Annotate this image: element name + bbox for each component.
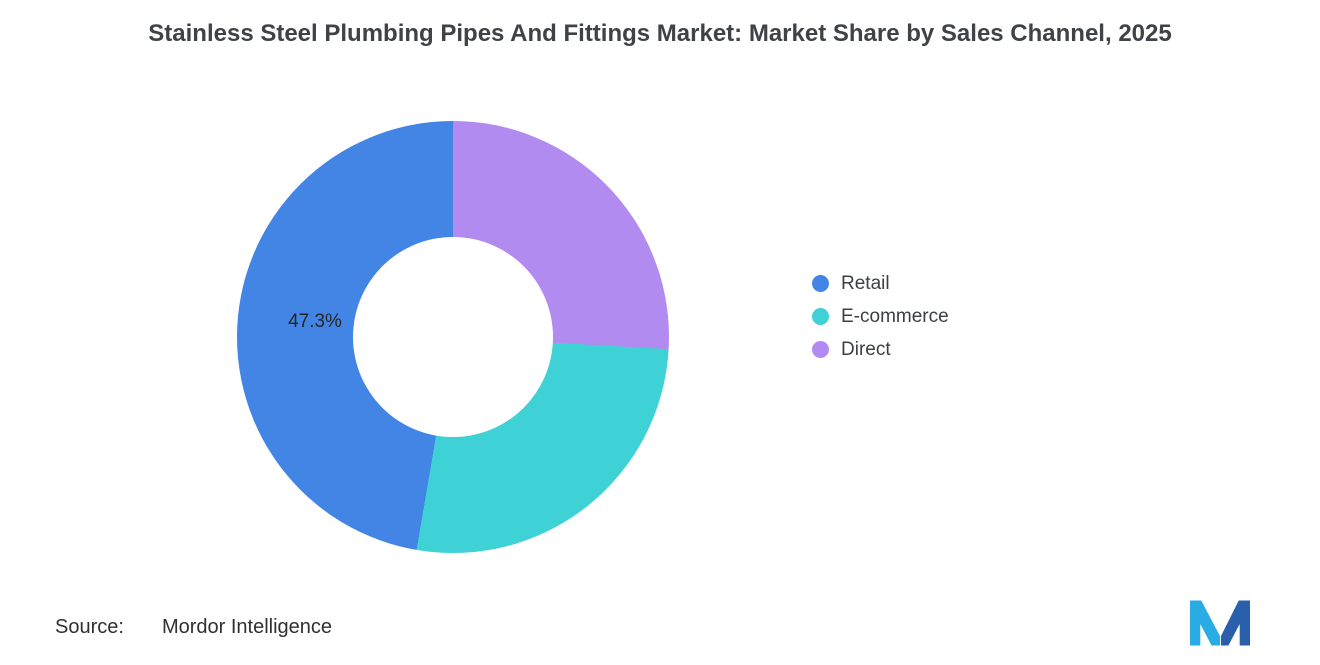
donut-hole: [353, 237, 553, 437]
source-label: Source:: [55, 616, 124, 638]
legend-marker-direct: [812, 341, 829, 358]
logo-right-shape: [1220, 600, 1250, 646]
legend-item-label: E-commerce: [841, 305, 949, 327]
source-value: Mordor Intelligence: [161, 616, 333, 638]
source-line: Source: Mordor Intelligence: [55, 616, 332, 639]
legend-item-label: Retail: [841, 272, 890, 294]
legend-marker-ecommerce: [812, 308, 829, 325]
slice-label-retail: 47.3%: [288, 311, 342, 332]
logo-left-shape: [1190, 600, 1220, 646]
legend-item-direct: Direct: [812, 339, 949, 360]
legend-marker-retail: [812, 275, 829, 292]
legend-item-ecommerce: E-commerce: [812, 306, 949, 327]
mordor-intelligence-logo: [1190, 600, 1250, 646]
chart-title: Stainless Steel Plumbing Pipes And Fitti…: [148, 20, 1172, 47]
legend-item-label: Direct: [841, 338, 891, 360]
legend-item-retail: Retail: [812, 273, 949, 294]
legend: Retail E-commerce Direct: [812, 273, 949, 372]
donut-chart-area: 47.3%: [237, 121, 669, 553]
